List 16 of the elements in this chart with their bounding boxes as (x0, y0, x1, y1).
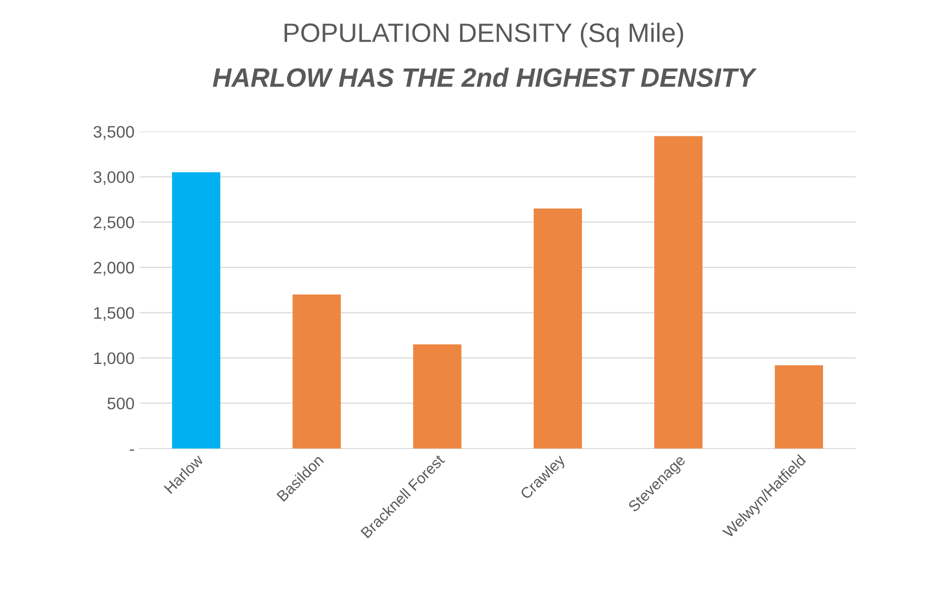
bar (292, 294, 341, 448)
chart-title: POPULATION DENSITY (Sq Mile) (284, 22, 684, 48)
chart-subtitle: HARLOW HAS THE 2nd HIGHEST DENSITY (212, 68, 757, 87)
y-tick-label: - (130, 449, 134, 451)
y-tick-label: 3,500 (94, 126, 134, 140)
y-tick-label: 2,500 (94, 216, 134, 230)
bar (654, 136, 702, 448)
bar (172, 172, 220, 448)
y-tick-label: 3,000 (94, 171, 134, 186)
bar (413, 344, 462, 448)
y-tick-label: 1,500 (94, 307, 134, 321)
y-tick-label: 1,000 (94, 352, 134, 366)
y-tick-label: 2,000 (94, 262, 134, 276)
y-tick-label: 500 (108, 398, 134, 410)
bar (774, 365, 824, 448)
bar (534, 208, 582, 448)
